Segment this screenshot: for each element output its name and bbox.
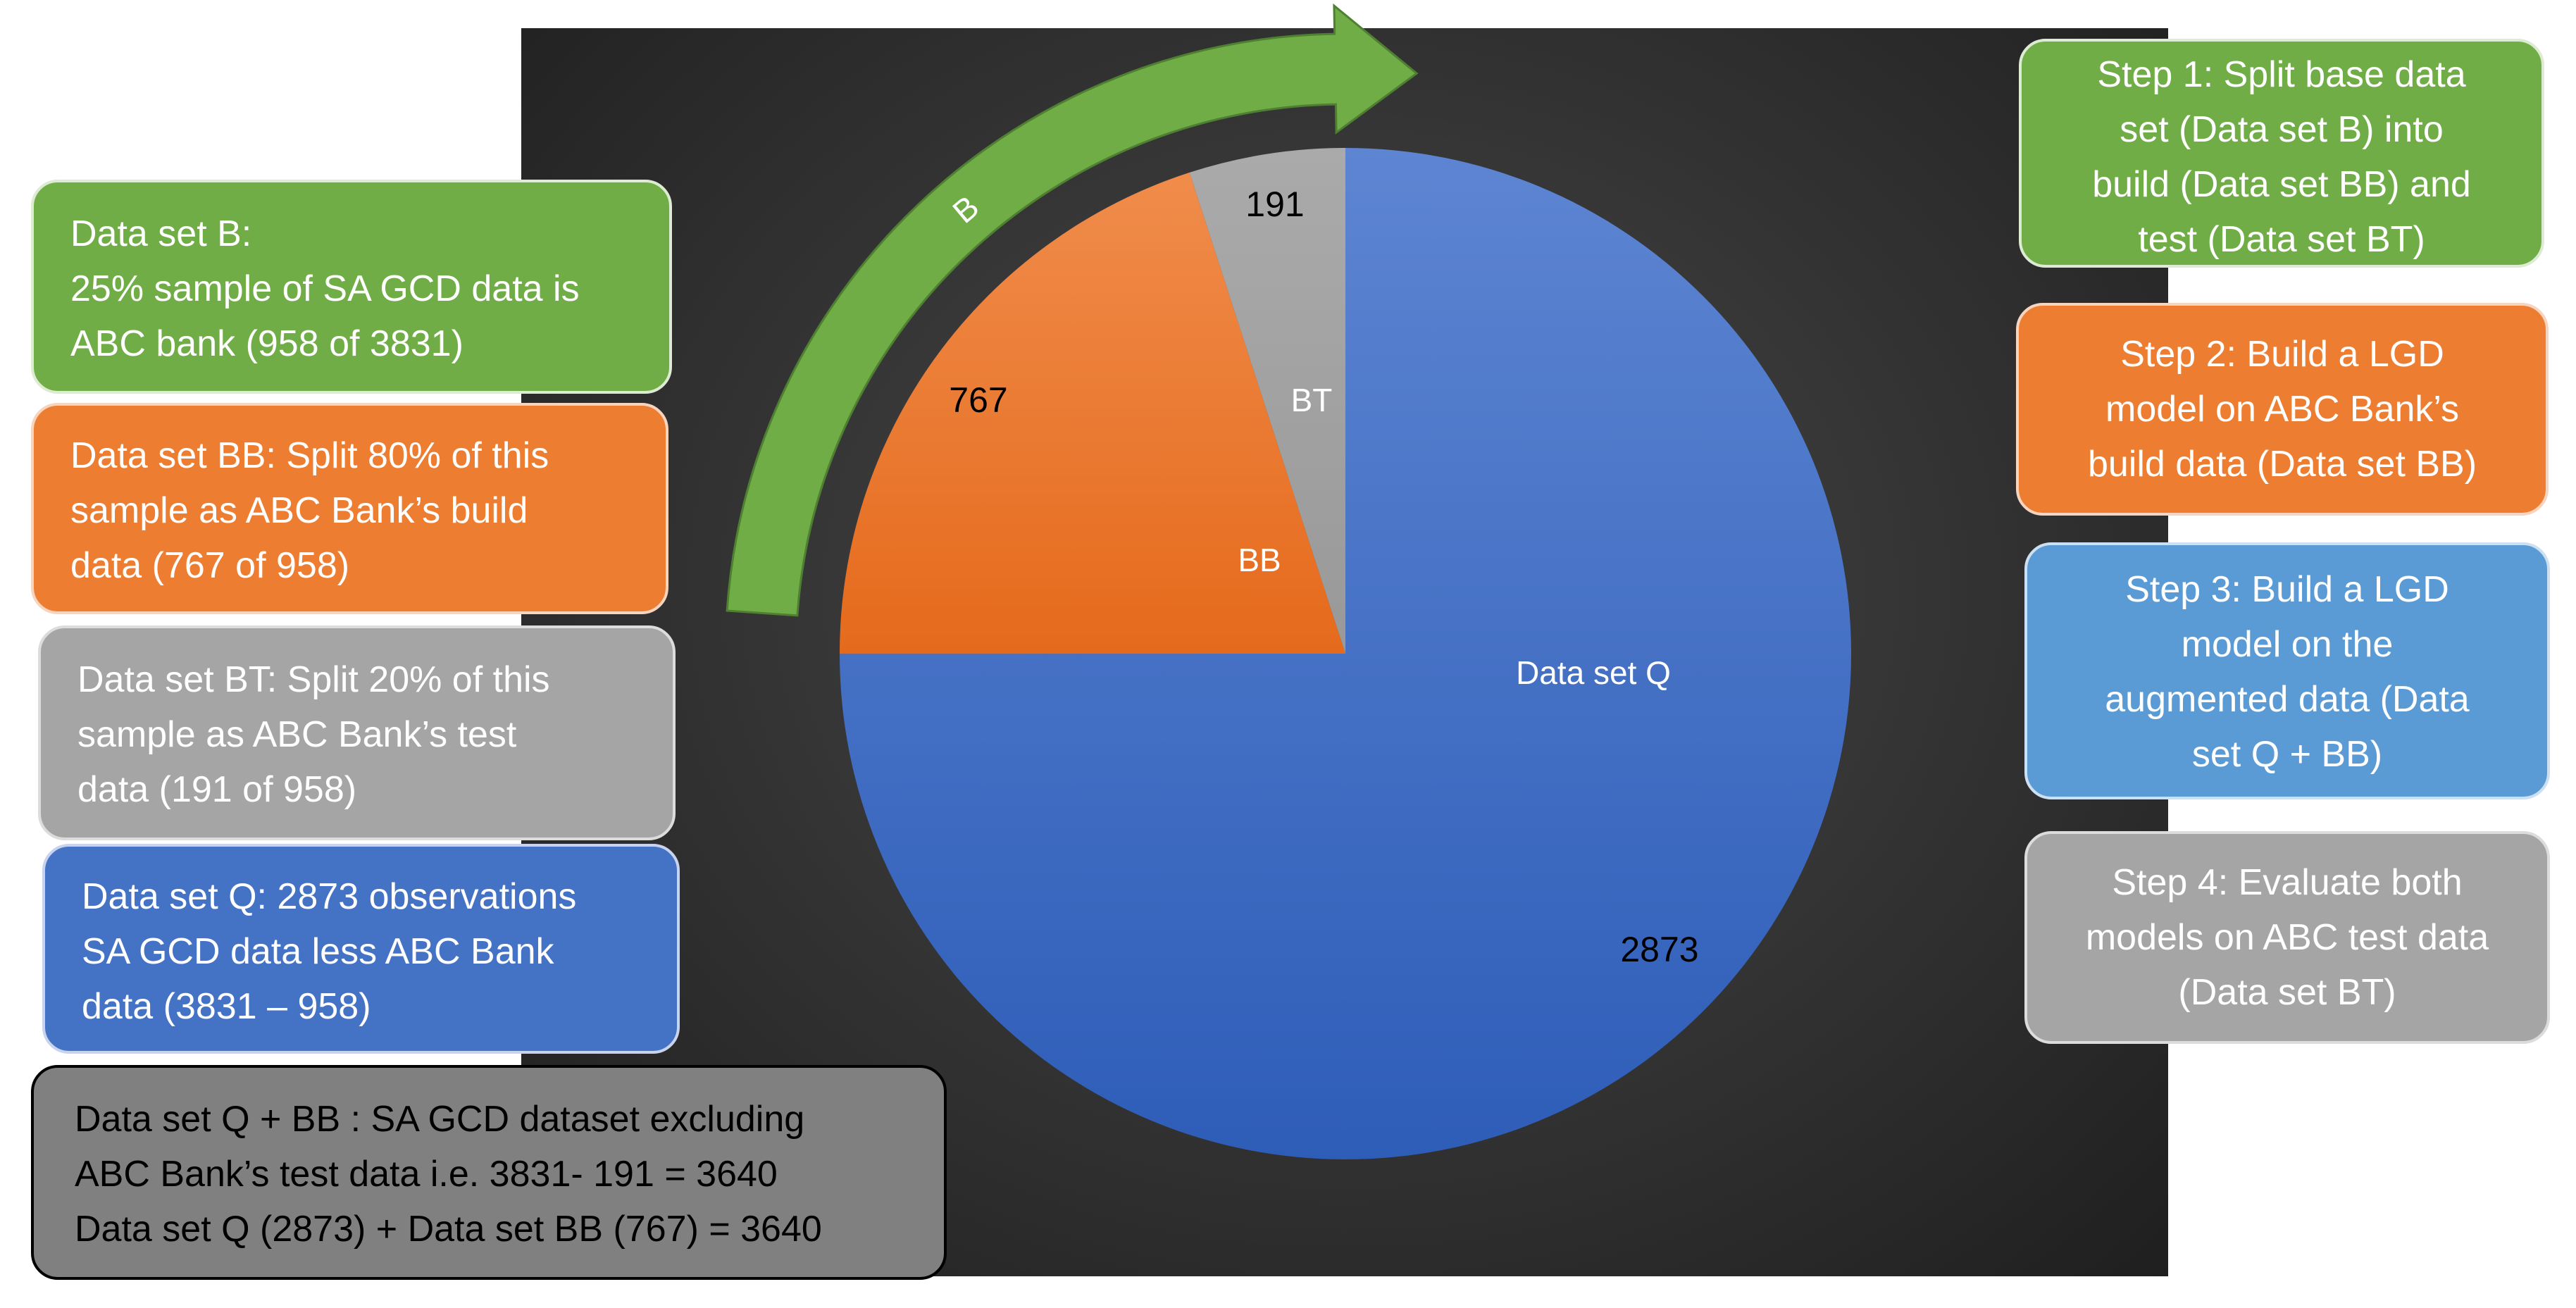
data-set-b-line-1: Data set B:: [70, 213, 252, 254]
slice-label-data-set-q: Data set Q: [1516, 654, 1671, 691]
step-2-box: Step 2: Build a LGD model on ABC Bank’s …: [2016, 303, 2549, 516]
step-4-line-2: models on ABC test data: [2085, 917, 2489, 958]
slice-label-bt: BT: [1291, 382, 1333, 418]
slice-value-2873: 2873: [1620, 930, 1698, 969]
data-set-q-plus-bb-line-3: Data set Q (2873) + Data set BB (767) = …: [75, 1209, 822, 1250]
data-set-q-line-2: SA GCD data less ABC Bank: [82, 931, 554, 972]
data-set-b-line-2: 25% sample of SA GCD data is: [70, 268, 580, 309]
data-set-bb-line-1: Data set BB: Split 80% of this: [70, 435, 549, 476]
data-set-bb-line-3: data (767 of 958): [70, 545, 350, 586]
step-4-line-1: Step 4: Evaluate both: [2112, 862, 2463, 903]
step-2-line-2: model on ABC Bank’s: [2105, 389, 2459, 430]
step-1-line-3: build (Data set BB) and: [2092, 164, 2471, 205]
step-1-box: Step 1: Split base data set (Data set B)…: [2019, 39, 2544, 268]
data-set-bt-line-3: data (191 of 958): [77, 769, 357, 810]
step-1-line-1: Step 1: Split base data: [2097, 54, 2466, 95]
b-arc-arrow: [726, 3, 1419, 617]
data-set-b-box: Data set B: 25% sample of SA GCD data is…: [31, 180, 672, 394]
step-4-line-3: (Data set BT): [2178, 972, 2396, 1013]
data-set-bt-line-2: sample as ABC Bank’s test: [77, 714, 517, 755]
step-3-box: Step 3: Build a LGD model on the augment…: [2024, 542, 2550, 799]
data-set-q-line-1: Data set Q: 2873 observations: [82, 876, 577, 917]
data-set-q-line-3: data (3831 – 958): [82, 986, 371, 1027]
data-set-b-line-3: ABC bank (958 of 3831): [70, 323, 463, 364]
data-set-q-plus-bb-line-1: Data set Q + BB : SA GCD dataset excludi…: [75, 1099, 805, 1140]
step-3-line-1: Step 3: Build a LGD: [2125, 569, 2449, 610]
step-1-line-2: set (Data set B) into: [2120, 109, 2444, 150]
step-3-line-4: set Q + BB): [2191, 734, 2383, 775]
data-set-q-box: Data set Q: 2873 observations SA GCD dat…: [42, 844, 680, 1054]
step-3-line-3: augmented data (Data: [2105, 679, 2470, 720]
pie-slice-bb: [839, 172, 1345, 654]
data-set-bb-box: Data set BB: Split 80% of this sample as…: [31, 403, 668, 614]
slice-label-bb: BB: [1238, 542, 1281, 578]
data-set-bt-line-1: Data set BT: Split 20% of this: [77, 659, 550, 700]
step-3-line-2: model on the: [2181, 624, 2394, 665]
slice-value-191: 191: [1245, 185, 1304, 224]
step-2-line-3: build data (Data set BB): [2087, 444, 2477, 485]
data-set-bt-box: Data set BT: Split 20% of this sample as…: [38, 625, 676, 840]
slice-value-767: 767: [949, 380, 1007, 420]
pie-slice-bt: [1189, 147, 1345, 654]
data-set-bb-line-2: sample as ABC Bank’s build: [70, 490, 528, 531]
step-1-line-4: test (Data set BT): [2138, 219, 2425, 260]
step-4-box: Step 4: Evaluate both models on ABC test…: [2024, 831, 2550, 1044]
step-2-line-1: Step 2: Build a LGD: [2120, 334, 2444, 375]
data-set-q-plus-bb-box: Data set Q + BB : SA GCD dataset excludi…: [31, 1065, 947, 1280]
data-set-q-plus-bb-line-2: ABC Bank’s test data i.e. 3831- 191 = 36…: [75, 1154, 778, 1195]
